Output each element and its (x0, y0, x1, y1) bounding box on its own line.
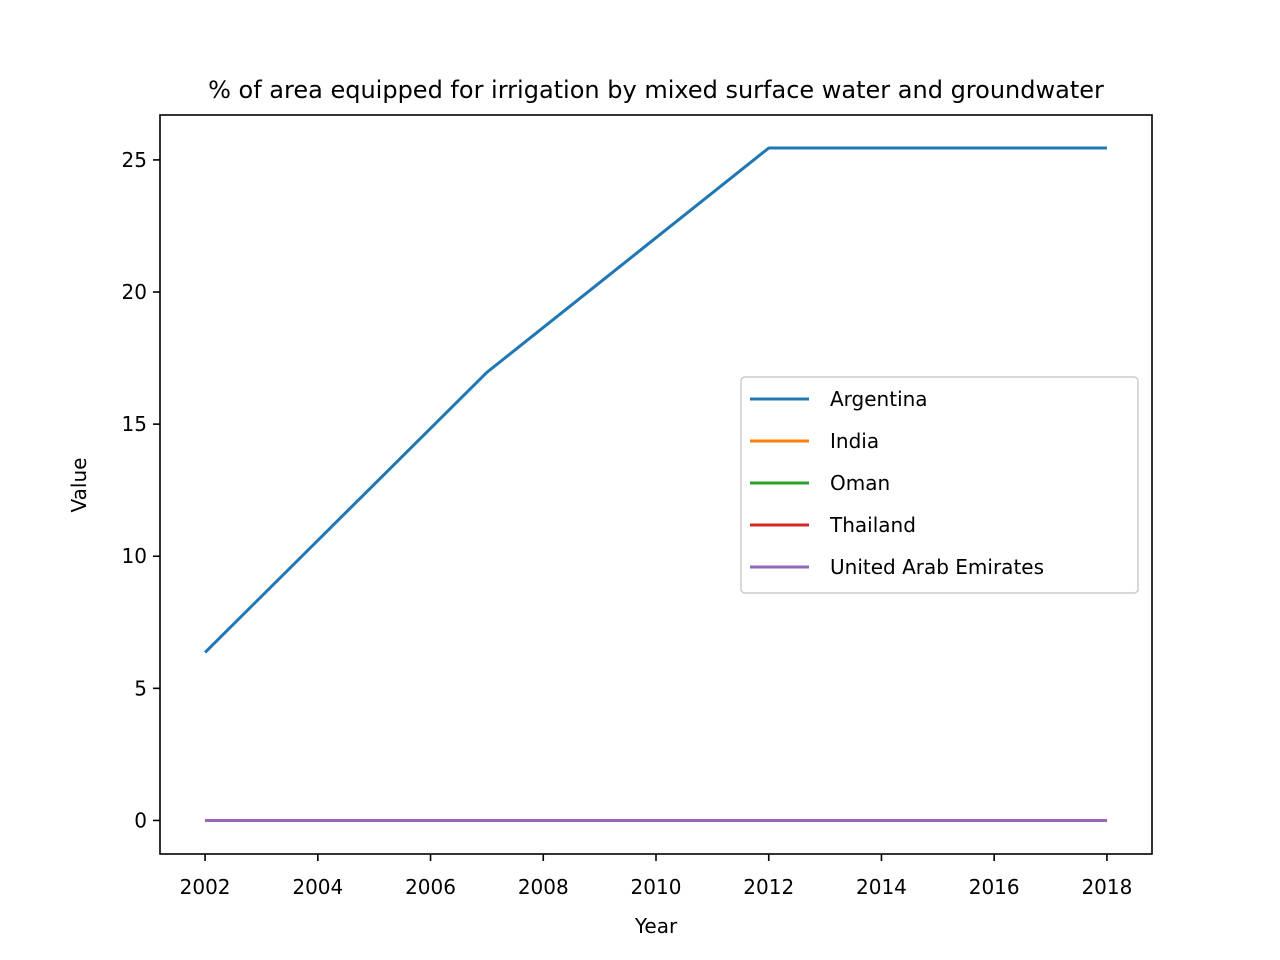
x-tick-label: 2014 (856, 875, 907, 899)
legend-label: Thailand (829, 513, 916, 537)
y-tick-label: 10 (122, 544, 147, 568)
y-tick-label: 5 (134, 676, 147, 700)
x-tick-label: 2016 (969, 875, 1020, 899)
x-tick-label: 2010 (631, 875, 682, 899)
x-axis: 2002 2004 2006 2008 2010 2012 2014 2016 2018 (180, 854, 1132, 899)
x-tick-label: 2008 (518, 875, 569, 899)
series-layer (204, 146, 1107, 822)
x-tick-label: 2012 (743, 875, 794, 899)
legend-label: India (830, 429, 879, 453)
x-tick-label: 2004 (292, 875, 343, 899)
x-tick-label: 2002 (180, 875, 231, 899)
y-axis-label: Value (67, 458, 91, 513)
y-tick-label: 25 (122, 148, 147, 172)
chart-title: % of area equipped for irrigation by mix… (208, 76, 1104, 104)
x-tick-label: 2018 (1081, 875, 1132, 899)
y-tick-label: 0 (134, 808, 147, 832)
y-tick-label: 15 (122, 412, 147, 436)
legend-label: United Arab Emirates (830, 555, 1044, 579)
x-tick-label: 2006 (405, 875, 456, 899)
legend-label: Argentina (830, 387, 928, 411)
series-line-argentina (204, 146, 1107, 654)
y-tick-label: 20 (122, 280, 147, 304)
legend-label: Oman (830, 471, 890, 495)
x-axis-label: Year (634, 914, 678, 938)
y-axis: 0 5 10 15 20 25 (122, 148, 160, 832)
legend-box (740, 376, 1139, 594)
legend: Argentina India Oman Thailand United Arab Em… (740, 376, 1139, 594)
